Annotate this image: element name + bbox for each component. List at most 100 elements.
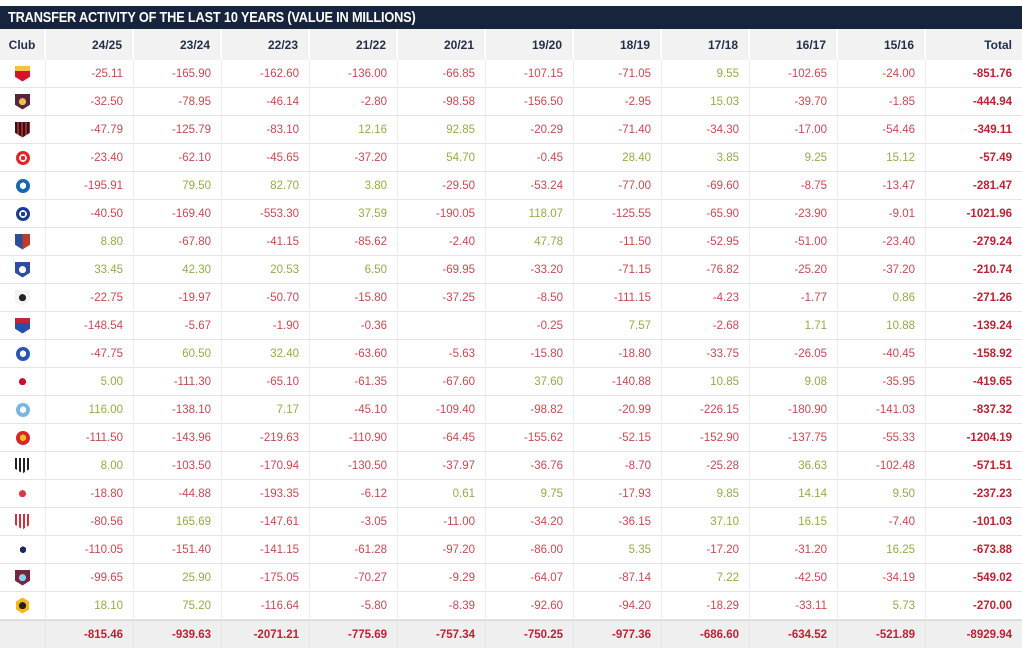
value-cell-leicester-20-21: -5.63 — [398, 340, 486, 368]
column-header-club[interactable]: Club — [0, 29, 46, 60]
ipswich-crest-icon[interactable] — [15, 317, 30, 334]
value-cell-brighton-15-16: -13.47 — [838, 172, 926, 200]
club-cell-nottingham-forest — [0, 480, 46, 508]
man-united-crest-icon[interactable] — [15, 430, 30, 445]
total-cell-man-city: -837.32 — [926, 396, 1022, 424]
value-cell-ipswich-24-25: -148.54 — [46, 312, 134, 340]
value-cell-liverpool-19-20: 37.60 — [486, 368, 574, 396]
newcastle-crest-icon[interactable] — [15, 457, 30, 474]
value-cell-bournemouth-15-16: -54.46 — [838, 116, 926, 144]
value-cell-crystal-palace-23-24: -67.80 — [134, 228, 222, 256]
value-cell-fulham-21-22: -15.80 — [310, 284, 398, 312]
value-cell-arsenal-19-20: -107.15 — [486, 60, 574, 88]
leicester-crest-icon[interactable] — [15, 346, 30, 361]
total-cell-ipswich: -139.24 — [926, 312, 1022, 340]
southampton-crest-icon[interactable] — [15, 513, 30, 530]
total-cell-brighton: -281.47 — [926, 172, 1022, 200]
value-cell-bournemouth-22-23: -83.10 — [222, 116, 310, 144]
value-cell-leicester-16-17: -26.05 — [750, 340, 838, 368]
column-header-19-20[interactable]: 19/20 — [486, 29, 574, 60]
value-cell-tottenham-16-17: -31.20 — [750, 536, 838, 564]
value-cell-wolves-22-23: -116.64 — [222, 592, 310, 620]
value-cell-man-city-21-22: -45.10 — [310, 396, 398, 424]
total-cell-west-ham: -549.02 — [926, 564, 1022, 592]
value-cell-newcastle-16-17: 36.63 — [750, 452, 838, 480]
club-cell-leicester — [0, 340, 46, 368]
club-cell-newcastle — [0, 452, 46, 480]
total-cell-tottenham: -673.88 — [926, 536, 1022, 564]
chelsea-crest-icon[interactable] — [15, 206, 30, 221]
value-cell-man-city-15-16: -141.03 — [838, 396, 926, 424]
value-cell-brighton-20-21: -29.50 — [398, 172, 486, 200]
column-header-23-24[interactable]: 23/24 — [134, 29, 222, 60]
column-header-24-25[interactable]: 24/25 — [46, 29, 134, 60]
value-cell-man-united-24-25: -111.50 — [46, 424, 134, 452]
bournemouth-crest-icon[interactable] — [15, 121, 30, 138]
column-header-20-21[interactable]: 20/21 — [398, 29, 486, 60]
value-cell-brighton-21-22: 3.80 — [310, 172, 398, 200]
value-cell-man-city-22-23: 7.17 — [222, 396, 310, 424]
value-cell-ipswich-21-22: -0.36 — [310, 312, 398, 340]
club-cell-crystal-palace — [0, 228, 46, 256]
value-cell-aston-villa-22-23: -46.14 — [222, 88, 310, 116]
value-cell-ipswich-23-24: -5.67 — [134, 312, 222, 340]
column-header-16-17[interactable]: 16/17 — [750, 29, 838, 60]
value-cell-nottingham-forest-15-16: 9.50 — [838, 480, 926, 508]
crystal-palace-crest-icon[interactable] — [15, 233, 30, 250]
value-cell-west-ham-17-18: 7.22 — [662, 564, 750, 592]
value-cell-southampton-16-17: 16.15 — [750, 508, 838, 536]
west-ham-crest-icon[interactable] — [15, 569, 30, 586]
value-cell-everton-20-21: -69.95 — [398, 256, 486, 284]
value-cell-tottenham-15-16: 16.25 — [838, 536, 926, 564]
column-header-15-16[interactable]: 15/16 — [838, 29, 926, 60]
brentford-crest-icon[interactable] — [15, 150, 30, 165]
value-cell-nottingham-forest-18-19: -17.93 — [574, 480, 662, 508]
value-cell-crystal-palace-22-23: -41.15 — [222, 228, 310, 256]
value-cell-west-ham-23-24: 25.90 — [134, 564, 222, 592]
tottenham-crest-icon[interactable] — [15, 542, 30, 557]
everton-crest-icon[interactable] — [15, 261, 30, 278]
value-cell-brentford-15-16: 15.12 — [838, 144, 926, 172]
value-cell-liverpool-15-16: -35.95 — [838, 368, 926, 396]
value-cell-brentford-22-23: -45.65 — [222, 144, 310, 172]
value-cell-crystal-palace-18-19: -11.50 — [574, 228, 662, 256]
club-row-everton: 33.45 42.30 20.53 6.50 -69.95 -33.20 -71.15 -76… — [0, 256, 1022, 284]
value-cell-man-city-16-17: -180.90 — [750, 396, 838, 424]
value-cell-brentford-19-20: -0.45 — [486, 144, 574, 172]
value-cell-wolves-20-21: -8.39 — [398, 592, 486, 620]
value-cell-west-ham-18-19: -87.14 — [574, 564, 662, 592]
man-city-crest-icon[interactable] — [15, 402, 30, 417]
value-cell-wolves-21-22: -5.80 — [310, 592, 398, 620]
value-cell-everton-15-16: -37.20 — [838, 256, 926, 284]
value-cell-fulham-20-21: -37.25 — [398, 284, 486, 312]
column-header-total[interactable]: Total — [926, 29, 1022, 60]
value-cell-liverpool-22-23: -65.10 — [222, 368, 310, 396]
aston-villa-crest-icon[interactable] — [15, 93, 30, 110]
value-cell-crystal-palace-17-18: -52.95 — [662, 228, 750, 256]
value-cell-brentford-17-18: 3.85 — [662, 144, 750, 172]
value-cell-chelsea-24-25: -40.50 — [46, 200, 134, 228]
value-cell-ipswich-18-19: 7.57 — [574, 312, 662, 340]
club-row-west-ham: -99.65 25.90 -175.05 -70.27 -9.29 -64.07 -87.1… — [0, 564, 1022, 592]
liverpool-crest-icon[interactable] — [15, 373, 30, 390]
value-cell-wolves-16-17: -33.11 — [750, 592, 838, 620]
value-cell-man-united-16-17: -137.75 — [750, 424, 838, 452]
fulham-crest-icon[interactable] — [15, 289, 30, 306]
wolves-crest-icon[interactable] — [16, 597, 29, 614]
value-cell-brentford-20-21: 54.70 — [398, 144, 486, 172]
value-cell-nottingham-forest-23-24: -44.88 — [134, 480, 222, 508]
arsenal-crest-icon[interactable] — [15, 65, 30, 82]
nottingham-forest-crest-icon[interactable] — [15, 485, 30, 502]
column-header-22-23[interactable]: 22/23 — [222, 29, 310, 60]
column-header-21-22[interactable]: 21/22 — [310, 29, 398, 60]
value-cell-brentford-18-19: 28.40 — [574, 144, 662, 172]
totals-row: -815.46 -939.63 -2071.21 -775.69 -757.34 -750… — [0, 620, 1022, 648]
value-cell-man-united-22-23: -219.63 — [222, 424, 310, 452]
column-header-17-18[interactable]: 17/18 — [662, 29, 750, 60]
total-cell-leicester: -158.92 — [926, 340, 1022, 368]
brighton-crest-icon[interactable] — [15, 178, 30, 193]
table-body: -25.11 -165.90 -162.60 -136.00 -66.85 -107.15… — [0, 60, 1022, 620]
value-cell-leicester-17-18: -33.75 — [662, 340, 750, 368]
column-header-18-19[interactable]: 18/19 — [574, 29, 662, 60]
value-cell-nottingham-forest-24-25: -18.80 — [46, 480, 134, 508]
